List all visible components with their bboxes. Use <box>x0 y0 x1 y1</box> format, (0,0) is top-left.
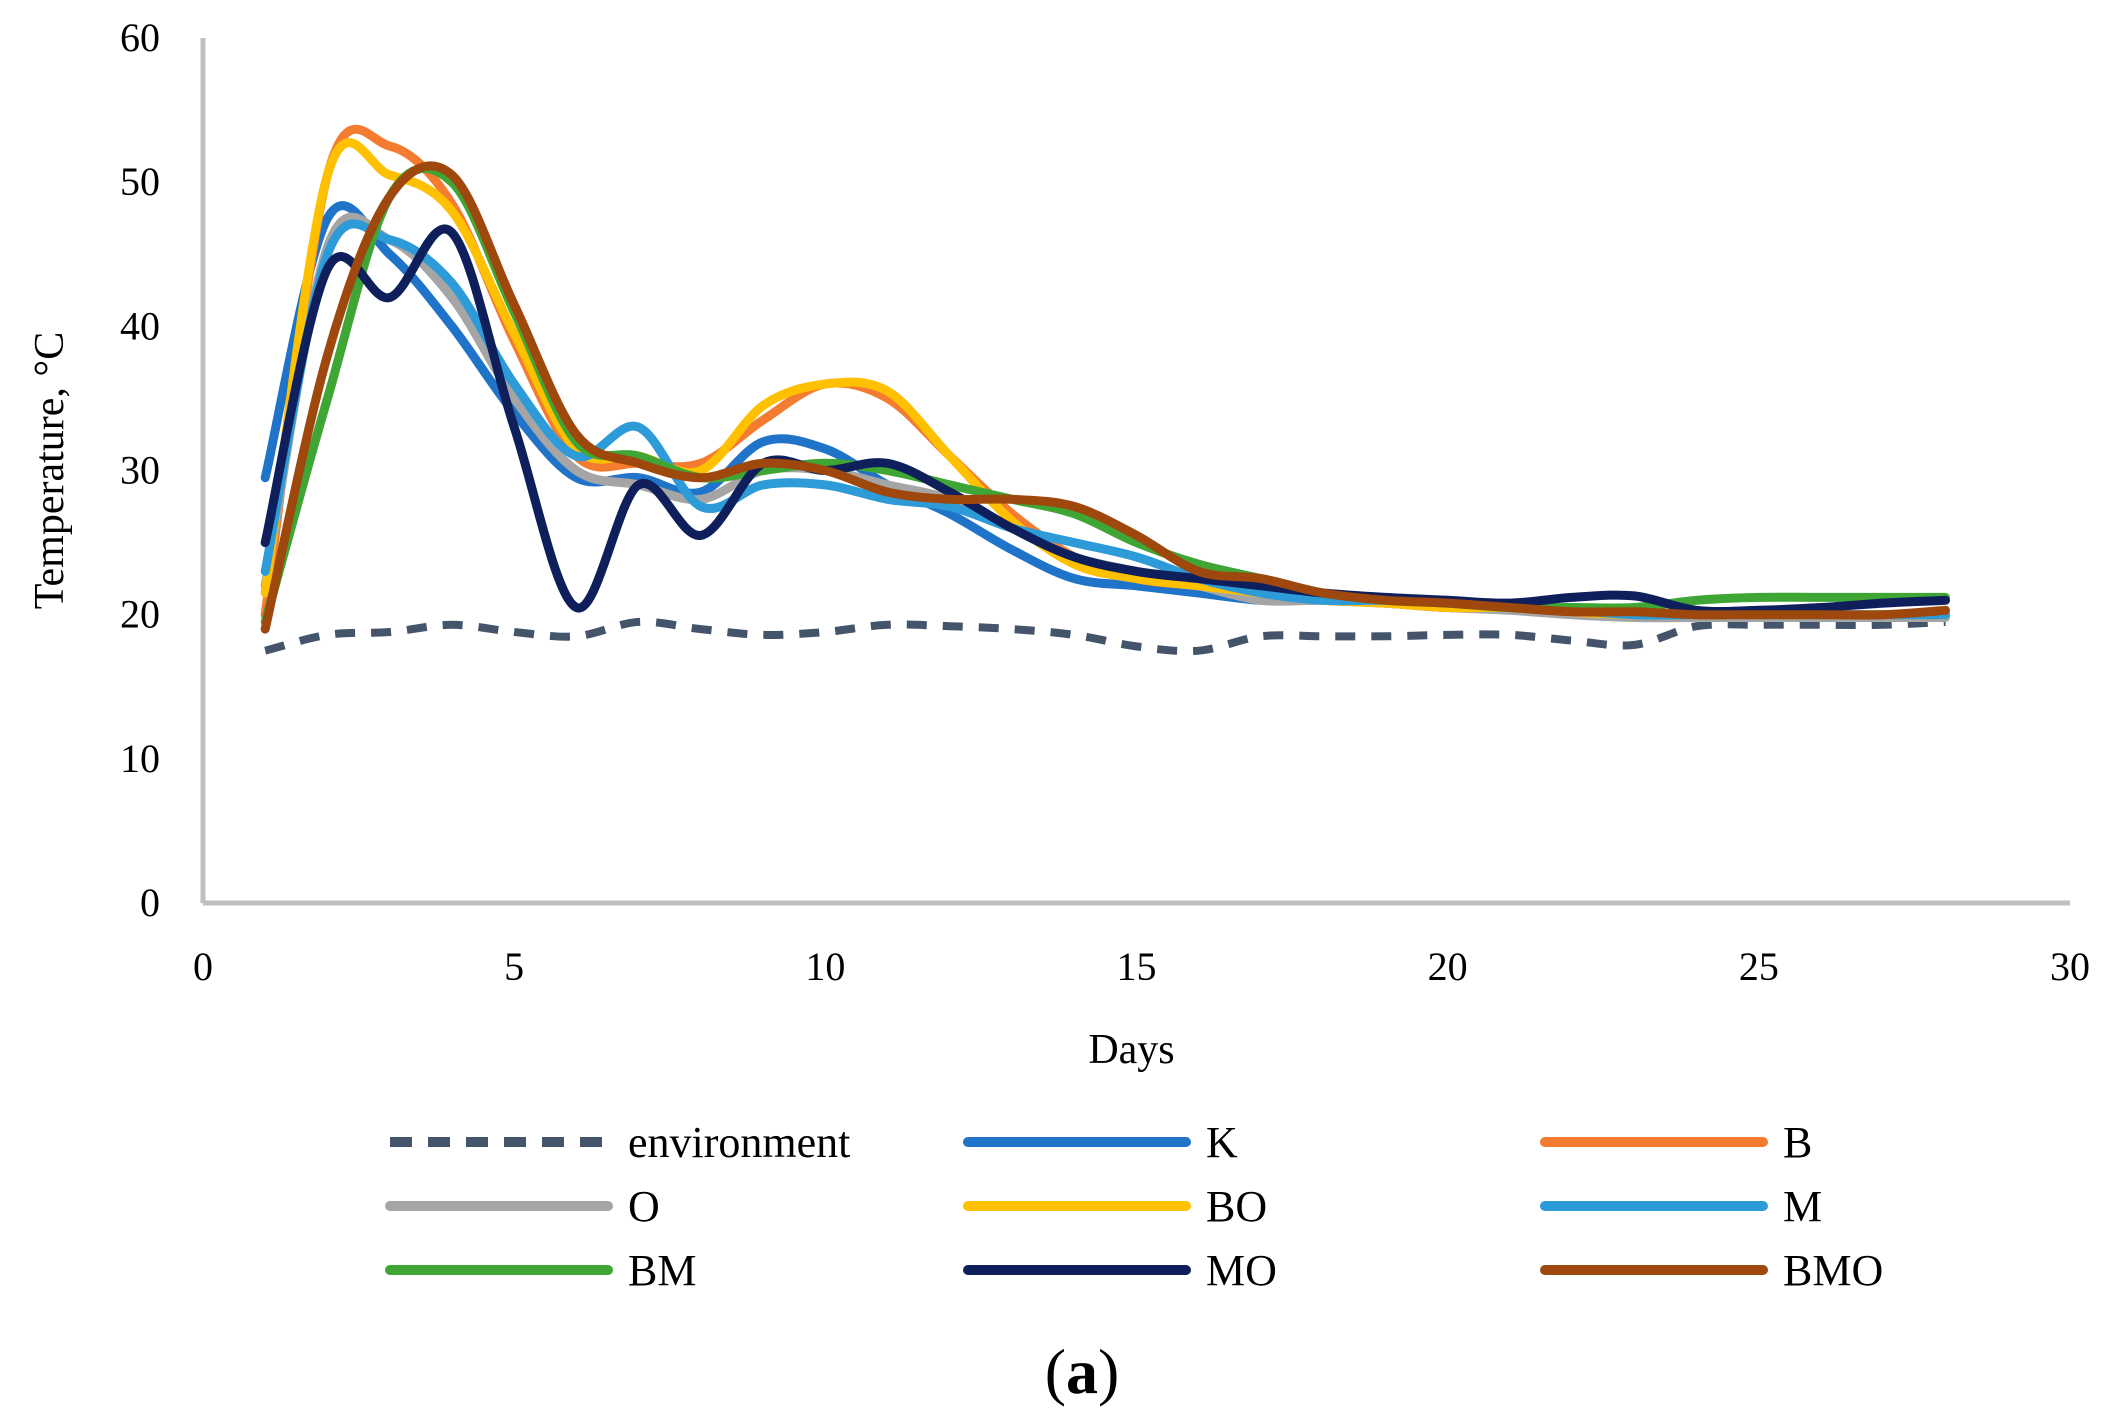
y-axis-ticks: 0 10 20 30 40 50 60 <box>120 15 160 925</box>
legend-label-o: O <box>628 1182 660 1231</box>
series-lines <box>260 124 1950 656</box>
y-tick-label: 10 <box>120 736 160 781</box>
x-tick-label: 30 <box>2050 944 2090 989</box>
y-tick-label: 20 <box>120 592 160 637</box>
legend-label-bm: BM <box>628 1246 696 1295</box>
x-axis-title: Days <box>1088 1027 1174 1073</box>
x-tick-label: 25 <box>1739 944 1779 989</box>
series-line-environment <box>264 617 1946 656</box>
panel-label: (a) <box>1045 1336 1120 1407</box>
legend-label-m: M <box>1783 1182 1822 1231</box>
y-tick-label: 0 <box>140 880 160 925</box>
series-line-bmo <box>260 161 1950 634</box>
x-tick-label: 5 <box>504 944 524 989</box>
y-tick-label: 50 <box>120 159 160 204</box>
legend-label-mo: MO <box>1206 1246 1277 1295</box>
legend-label-bo: BO <box>1206 1182 1267 1231</box>
legend-label-environment: environment <box>628 1118 850 1167</box>
series-line-b <box>260 124 1950 620</box>
y-axis-title: Temperature, °C <box>27 332 73 609</box>
x-tick-label: 20 <box>1428 944 1468 989</box>
legend-label-k: K <box>1206 1118 1238 1167</box>
series-line-bo <box>260 138 1950 620</box>
y-tick-label: 30 <box>120 448 160 493</box>
y-tick-label: 40 <box>120 303 160 348</box>
x-tick-label: 10 <box>805 944 845 989</box>
x-axis-ticks: 0 5 10 15 20 25 30 <box>193 944 2090 989</box>
y-tick-label: 60 <box>120 15 160 60</box>
legend-label-bmo: BMO <box>1783 1246 1883 1295</box>
x-tick-label: 15 <box>1117 944 1157 989</box>
legend: environment K BO BO MBM MO BMO <box>385 1118 1883 1295</box>
legend-label-b: B <box>1783 1118 1812 1167</box>
x-tick-label: 0 <box>193 944 213 989</box>
